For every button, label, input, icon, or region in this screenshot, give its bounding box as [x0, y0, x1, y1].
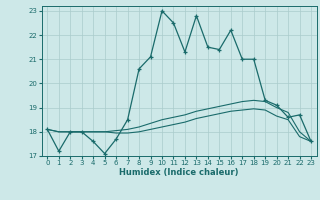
X-axis label: Humidex (Indice chaleur): Humidex (Indice chaleur) [119, 168, 239, 177]
